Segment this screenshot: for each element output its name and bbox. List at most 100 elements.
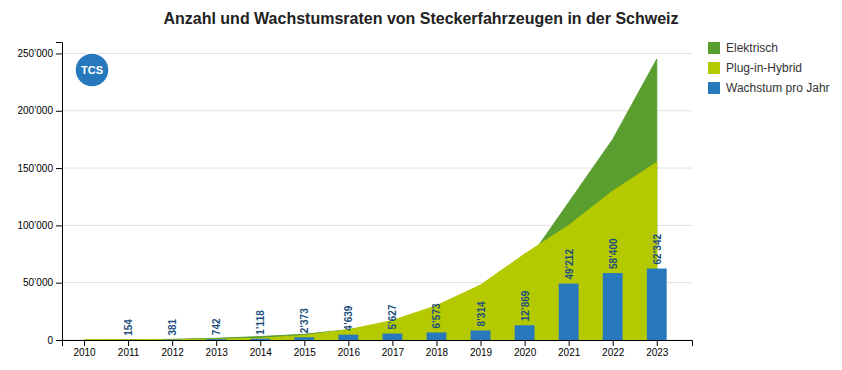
data-label: 4’639: [343, 305, 354, 330]
x-tick-mark: [392, 340, 393, 346]
y-tick-mark: [56, 340, 62, 341]
y-tick-label: 200’000: [17, 105, 53, 116]
x-tick: 2023: [646, 340, 669, 358]
y-tick: 100’000: [17, 220, 62, 231]
y-tick-label: 100’000: [17, 220, 53, 231]
legend-swatch: [708, 82, 720, 94]
x-tick-mark: [84, 340, 85, 346]
x-tick-mark: [260, 340, 261, 346]
data-label: 154: [123, 319, 134, 336]
x-tick-label: 2021: [558, 347, 581, 358]
bar: [294, 337, 314, 340]
x-tick-mark: [216, 340, 217, 346]
x-tick-label: 2013: [206, 347, 229, 358]
y-tick-label: 0: [47, 335, 53, 346]
y-tick-mark: [56, 168, 62, 169]
data-label: 5’627: [387, 304, 398, 329]
title: Anzahl und Wachstumsraten von Steckerfah…: [163, 10, 678, 27]
legend: Elektrisch Plug-in-Hybrid Wachstum pro Jah…: [708, 41, 830, 95]
y-tick-label: 50’000: [23, 277, 53, 288]
annotation: TCS: [75, 53, 109, 87]
x-tick: 2011: [118, 340, 140, 358]
data-label: 1’118: [255, 310, 266, 335]
grid-line: [62, 53, 692, 54]
bar: [383, 334, 403, 340]
x-tick-label: 2020: [514, 347, 537, 358]
x-tick: 2014: [250, 340, 273, 358]
x-tick-label: 2019: [470, 347, 493, 358]
data-label: 742: [211, 318, 222, 335]
x-tick: 2021: [558, 340, 581, 358]
bar: [427, 332, 447, 340]
y-tick-mark: [56, 283, 62, 284]
x-tick: 2019: [470, 340, 493, 358]
data-label: 381: [167, 318, 178, 335]
bar: [118, 339, 138, 340]
x-tick: 2016: [338, 340, 361, 358]
y-tick: 150’000: [17, 163, 62, 174]
legend-label: Plug-in-Hybrid: [726, 61, 802, 75]
bar: [250, 339, 270, 340]
data-label: 62’342: [652, 234, 663, 265]
bar: [162, 339, 182, 340]
bar: [206, 339, 226, 340]
x-tick-mark: [172, 340, 173, 346]
data-label: 58’400: [608, 238, 619, 269]
x-tick-label: 2023: [646, 347, 669, 358]
y-tick: 50’000: [23, 277, 62, 288]
y-tick-label: 250’000: [17, 48, 53, 59]
grid-line: [62, 110, 692, 111]
data-labels: 154 381 742 1’118 2’373 4’639 5’627 6’573 8’314 1…: [123, 234, 663, 336]
y-axis-line: [56, 43, 63, 341]
x-tick-mark: [348, 340, 349, 346]
x-tick-label: 2016: [338, 347, 361, 358]
x-tick-mark: [481, 340, 482, 346]
data-label: 6’573: [431, 303, 442, 328]
data-label: 8’314: [476, 301, 487, 326]
y-axis: 0 50’000 100’000 150’000 200’000 250’000: [17, 43, 62, 346]
y-tick-mark: [56, 225, 62, 226]
x-tick-label: 2017: [382, 347, 405, 358]
legend-item: Wachstum pro Jahr: [708, 81, 830, 95]
y-tick-mark: [56, 53, 62, 54]
x-tick-label: 2018: [426, 347, 449, 358]
x-tick-label: 2010: [73, 347, 96, 358]
plot: 154 381 742 1’118 2’373 4’639 5’627 6’573 8’314 1…: [17, 41, 829, 358]
x-tick-label: 2012: [162, 347, 185, 358]
x-tick-label: 2011: [118, 347, 140, 358]
x-tick-mark: [436, 340, 437, 346]
y-tick: 0: [47, 335, 62, 346]
bar: [338, 335, 358, 340]
bar: [471, 330, 491, 340]
bar: [647, 269, 667, 340]
x-tick: 2010: [73, 340, 96, 358]
marks: [84, 59, 667, 340]
chart: Anzahl und Wachstumsraten von Steckerfah…: [0, 0, 842, 370]
x-tick-mark: [128, 340, 129, 346]
area: [84, 162, 657, 340]
annotation-badge: [75, 53, 109, 87]
bar: [559, 284, 579, 340]
x-tick-mark: [569, 340, 570, 346]
legend-label: Elektrisch: [726, 41, 778, 55]
x-tick: 2022: [602, 340, 625, 358]
x-axis: 2010201120122013201420152016201720182019…: [63, 340, 693, 358]
data-label: 49’212: [564, 249, 575, 280]
x-tick: 2018: [426, 340, 449, 358]
x-tick-mark: [657, 340, 658, 346]
legend-label: Wachstum pro Jahr: [726, 81, 830, 95]
bar: [515, 325, 535, 340]
y-tick-mark: [56, 111, 62, 112]
x-tick: 2017: [382, 340, 405, 358]
grid: [62, 53, 692, 340]
legend-item: Plug-in-Hybrid: [708, 61, 802, 75]
x-tick: 2020: [514, 340, 537, 358]
data-label: 2’373: [299, 308, 310, 333]
x-tick-mark: [304, 340, 305, 346]
data-label: 12’869: [520, 290, 531, 321]
bar: [603, 273, 623, 340]
legend-swatch: [708, 42, 720, 54]
x-axis-line: [63, 341, 693, 347]
x-tick: 2012: [162, 340, 185, 358]
y-tick: 250’000: [17, 48, 62, 59]
